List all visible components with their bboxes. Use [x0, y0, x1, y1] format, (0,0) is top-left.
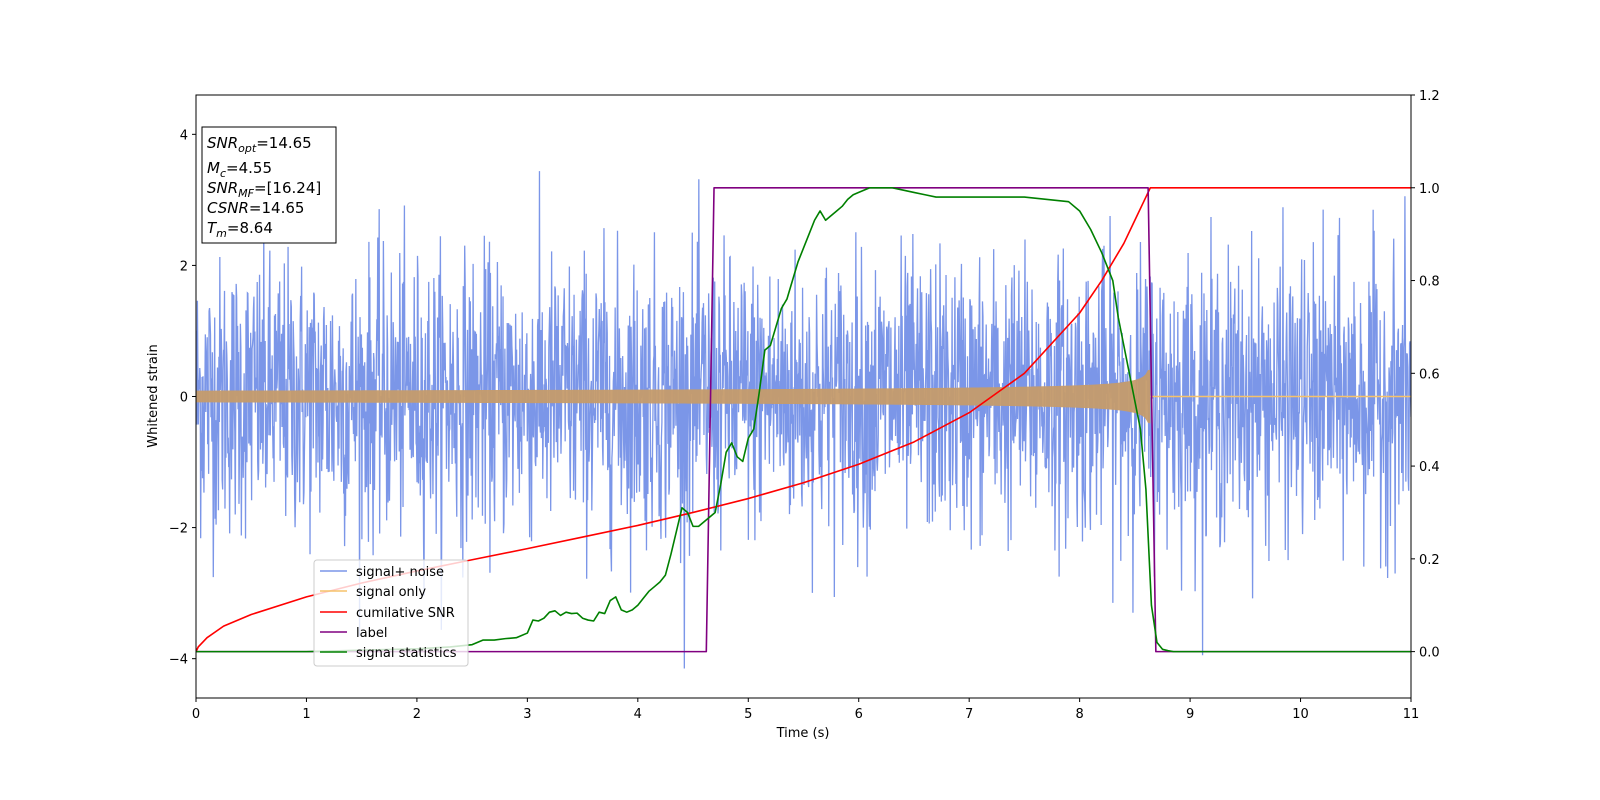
x-tick-label: 0 — [192, 707, 200, 722]
x-axis: 0 1 2 3 4 5 6 7 8 9 10 11 — [192, 698, 1419, 722]
x-tick-label: 3 — [523, 707, 531, 722]
info-merger-time: Tm=8.64 — [207, 219, 273, 240]
x-axis-label: Time (s) — [776, 726, 830, 741]
y-axis-left: −4 −2 0 2 4 — [169, 128, 196, 668]
series-signal-noise — [196, 171, 1411, 669]
y-axis-label: Whitened strain — [146, 344, 161, 447]
info-snr-opt: SNRopt=14.65 — [207, 134, 312, 155]
x-tick-label: 1 — [302, 707, 310, 722]
y2-tick-label: 0.0 — [1419, 646, 1440, 661]
y-tick-label: −4 — [169, 653, 188, 668]
legend-label-signal-statistics: signal statistics — [356, 646, 457, 661]
legend: signal+ noise signal only cumilative SNR… — [313, 559, 469, 667]
x-tick-label: 4 — [634, 707, 642, 722]
y2-tick-label: 0.8 — [1419, 275, 1440, 290]
series-cumulative-snr — [196, 186, 1411, 652]
info-box: SNRopt=14.65 Mc=4.55 SNRMF=[16.24] CSNR=… — [201, 126, 337, 244]
y-tick-label: 4 — [180, 128, 188, 143]
y-tick-label: 2 — [180, 259, 188, 274]
x-tick-label: 9 — [1186, 707, 1194, 722]
legend-label-cumulative-snr: cumilative SNR — [356, 606, 455, 621]
info-csnr: CSNR=14.65 — [207, 199, 304, 217]
x-tick-label: 2 — [413, 707, 421, 722]
y-tick-label: −2 — [169, 522, 188, 537]
info-box-frame — [201, 126, 337, 244]
x-tick-label: 8 — [1075, 707, 1083, 722]
series-signal-statistics — [196, 186, 1411, 653]
x-tick-label: 5 — [744, 707, 752, 722]
series-layer — [196, 171, 1411, 669]
legend-label-label: label — [356, 626, 387, 641]
x-tick-label: 10 — [1292, 707, 1309, 722]
y2-tick-label: 1.2 — [1419, 89, 1440, 104]
legend-label-signal-noise: signal+ noise — [356, 565, 444, 580]
y2-tick-label: 0.4 — [1419, 460, 1440, 475]
x-tick-label: 7 — [965, 707, 973, 722]
legend-label-signal-only: signal only — [356, 585, 426, 600]
y-tick-label: 0 — [180, 391, 188, 406]
series-signal-only-envelope — [196, 369, 1151, 424]
y2-tick-label: 1.0 — [1419, 182, 1440, 197]
y2-tick-label: 0.2 — [1419, 553, 1440, 568]
legend-frame — [313, 559, 469, 667]
x-tick-label: 11 — [1403, 707, 1420, 722]
info-chirp-mass: Mc=4.55 — [207, 159, 272, 180]
y2-tick-label: 0.6 — [1419, 367, 1440, 382]
x-tick-label: 6 — [855, 707, 863, 722]
info-snr-mf: SNRMF=[16.24] — [207, 179, 321, 200]
y-axis-right: 0.0 0.2 0.4 0.6 0.8 1.0 1.2 — [1411, 89, 1440, 661]
